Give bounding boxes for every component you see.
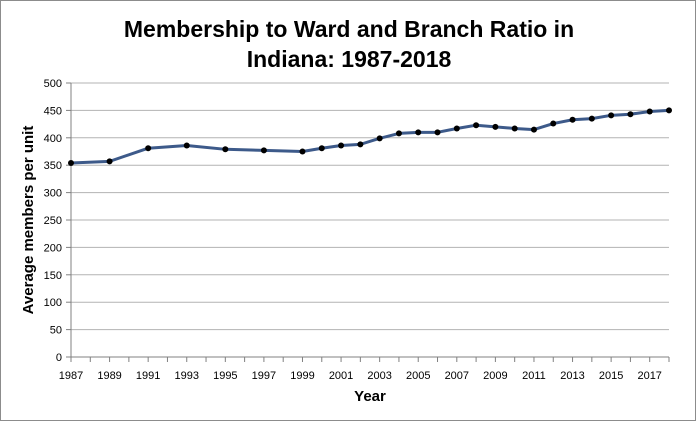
data-point bbox=[588, 115, 595, 122]
x-axis-title: Year bbox=[354, 388, 386, 405]
data-point bbox=[608, 112, 615, 119]
x-tick-label: 1995 bbox=[213, 370, 237, 382]
data-point bbox=[434, 129, 441, 136]
data-point bbox=[415, 129, 422, 136]
data-point bbox=[569, 116, 576, 123]
data-point bbox=[299, 148, 306, 155]
x-tick-label: 2013 bbox=[560, 370, 584, 382]
y-tick-label: 400 bbox=[44, 133, 62, 145]
data-point bbox=[183, 142, 190, 149]
data-point bbox=[453, 125, 460, 132]
y-tick-label: 250 bbox=[44, 215, 62, 227]
data-point bbox=[646, 108, 653, 115]
x-tick-label: 2017 bbox=[637, 370, 661, 382]
y-tick-label: 150 bbox=[44, 270, 62, 282]
y-tick-label: 0 bbox=[56, 352, 62, 364]
y-tick-label: 50 bbox=[50, 325, 62, 337]
x-tick-label: 2007 bbox=[445, 370, 469, 382]
x-tick-label: 1997 bbox=[252, 370, 276, 382]
chart-title-line-2: Indiana: 1987-2018 bbox=[247, 46, 452, 72]
x-tick-label: 1999 bbox=[290, 370, 314, 382]
y-tick-label: 500 bbox=[44, 78, 62, 90]
x-tick-label: 2005 bbox=[406, 370, 430, 382]
y-tick-label: 100 bbox=[44, 297, 62, 309]
x-tick-label: 2015 bbox=[599, 370, 623, 382]
gridlines bbox=[71, 82, 669, 331]
data-point bbox=[627, 111, 634, 118]
x-tick-label: 2003 bbox=[367, 370, 391, 382]
x-tick-label: 2009 bbox=[483, 370, 507, 382]
x-tick-label: 1987 bbox=[59, 370, 83, 382]
data-point bbox=[473, 122, 480, 129]
data-point bbox=[666, 107, 672, 114]
data-point bbox=[511, 125, 518, 132]
y-tick-labels: 0 50 100 150 200 250 300 350 400 450 500 bbox=[44, 78, 62, 364]
data-point bbox=[222, 146, 229, 153]
data-point bbox=[338, 142, 345, 149]
x-tick-label: 2011 bbox=[522, 370, 546, 382]
series-layer bbox=[68, 107, 672, 167]
x-tick-label: 1993 bbox=[174, 370, 198, 382]
series-line bbox=[69, 108, 671, 165]
y-tick-label: 300 bbox=[44, 188, 62, 200]
x-tick-label: 1991 bbox=[136, 370, 160, 382]
data-point bbox=[357, 141, 364, 148]
y-tick-label: 450 bbox=[44, 105, 62, 117]
data-point bbox=[376, 135, 383, 142]
x-tick-label: 1989 bbox=[97, 370, 121, 382]
data-point bbox=[550, 120, 557, 127]
data-point bbox=[260, 147, 267, 154]
x-tick-labels: 1987 1989 1991 1993 1995 1997 1999 2001 2003 2005… bbox=[59, 370, 662, 382]
y-tick-label: 200 bbox=[44, 242, 62, 254]
chart-title-line-1: Membership to Ward and Branch Ratio in bbox=[124, 16, 574, 42]
y-axis-title: Average members per unit bbox=[20, 126, 37, 315]
x-tick-label: 2001 bbox=[329, 370, 353, 382]
data-point bbox=[530, 126, 537, 133]
data-point bbox=[395, 130, 402, 137]
data-point bbox=[318, 145, 325, 152]
y-tick-label: 350 bbox=[44, 160, 62, 172]
data-point bbox=[145, 145, 152, 152]
data-point bbox=[106, 158, 113, 165]
data-point bbox=[68, 160, 74, 167]
data-point bbox=[492, 123, 499, 130]
axes bbox=[66, 82, 670, 362]
